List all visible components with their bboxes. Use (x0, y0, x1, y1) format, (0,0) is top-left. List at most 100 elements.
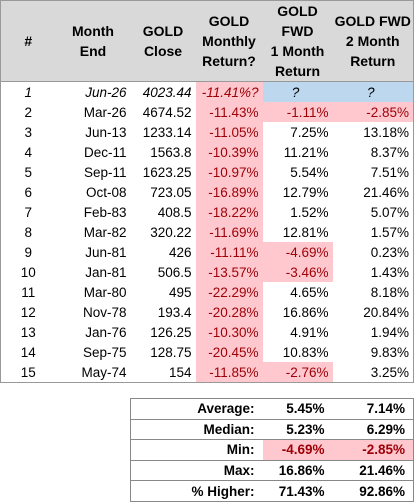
table-cell: -13.57% (195, 262, 263, 282)
table-cell: Dec-11 (83, 144, 127, 160)
table-cell: 4023.44 (142, 84, 192, 100)
table-cell: 8 (24, 224, 32, 240)
column-header: Month End (55, 0, 131, 82)
table-cell: 8.37% (370, 144, 409, 160)
summary-value: 5.45% (262, 398, 333, 420)
table-cell: 5.54% (290, 164, 329, 180)
table-cell: 6 (24, 184, 32, 200)
table-cell: 3 (24, 124, 32, 140)
table-row: 1 Jun-26 4023.44 -11.41%??? (1, 81, 414, 102)
table-cell: 4 (24, 144, 32, 160)
table-cell: Mar-82 (83, 224, 127, 240)
table-row: 10 Jan-81 506.5 -13.57% -3.46% 1.43% (1, 262, 414, 282)
table-cell: -1.11% (262, 102, 333, 122)
table-cell: 0.23% (370, 244, 409, 260)
table-cell: 16.86% (282, 304, 329, 320)
table-cell: 20.84% (363, 304, 409, 320)
table-row: 3 Jun-13 1233.14 -11.05% 7.25% 13.18% (1, 122, 414, 142)
table-cell: -20.28% (195, 302, 263, 322)
table-cell: -18.22% (195, 202, 263, 222)
table-cell: -11.11% (195, 242, 263, 262)
table-cell: 193.4 (157, 304, 192, 320)
summary-value: 16.86% (262, 459, 333, 481)
summary-value: 21.46% (332, 459, 414, 481)
table-cell: 1.52% (290, 204, 329, 220)
summary-row: Max: 16.86% 21.46% (130, 459, 414, 481)
column-header: # (0, 0, 56, 82)
summary-row: Median: 5.23% 6.29% (130, 418, 414, 440)
summary-value: 92.86% (332, 480, 414, 502)
table-cell: 7.25% (290, 124, 329, 140)
table-cell: 21.46% (363, 184, 409, 200)
header-row: # Month End GOLD Close GOLD Monthly Return?… (0, 0, 414, 82)
table-cell: -2.76% (262, 362, 333, 383)
table-cell: 1233.14 (142, 124, 192, 140)
table-row: 15 May-74 154 -11.85% -2.76% 3.25% (1, 362, 414, 383)
table-cell: 723.05 (150, 184, 192, 200)
table-row: 14 Sep-75 128.75 -20.45% 10.83% 9.83% (1, 342, 414, 362)
table-cell: 408.5 (157, 204, 192, 220)
table-cell: 7 (24, 204, 32, 220)
table-cell: 320.22 (150, 224, 192, 240)
table-cell: 12.79% (282, 184, 329, 200)
table-row: 11 Mar-80 495 -22.29% 4.65% 8.18% (1, 282, 414, 302)
table-cell: -10.30% (195, 322, 263, 342)
table-cell: -4.69% (262, 242, 333, 262)
table-cell: -20.45% (195, 342, 263, 362)
summary-row: Average: 5.45% 7.14% (130, 398, 414, 420)
summary-label: Median: (130, 418, 263, 440)
data-table: # Month End GOLD Close GOLD Monthly Return?… (0, 0, 414, 383)
summary-label: Average: (130, 398, 263, 420)
table-cell: 11 (21, 284, 36, 300)
table-cell: 13.18% (363, 124, 409, 140)
summary-value: 5.23% (262, 418, 333, 440)
table-cell: Jan-81 (85, 264, 127, 280)
table-cell: ? (262, 81, 333, 102)
summary-value: -2.85% (332, 439, 414, 461)
table-row: 4 Dec-11 1563.8 -10.39% 11.21% 8.37% (1, 142, 414, 162)
table-cell: 5.07% (370, 204, 409, 220)
summary-label: Max: (130, 459, 263, 481)
summary-value: 71.43% (262, 480, 333, 502)
table-cell: 1563.8 (150, 144, 192, 160)
table-cell: 4.65% (290, 284, 329, 300)
table-row: 13 Jan-76 126.25 -10.30% 4.91% 1.94% (1, 322, 414, 342)
table-cell: -11.69% (195, 222, 263, 242)
table-cell: Sep-11 (83, 164, 127, 180)
summary-table: Average: 5.45% 7.14% Median: 5.23% 6.29% Min: -… (130, 398, 414, 502)
table-cell: Jun-81 (85, 244, 127, 260)
table-cell: 8.18% (370, 284, 409, 300)
table-cell: -11.43% (195, 102, 263, 122)
table-cell: -11.05% (195, 122, 263, 142)
table-cell: 5 (24, 164, 32, 180)
table-cell: 10.83% (282, 344, 329, 360)
table-row: 6 Oct-08 723.05 -16.89% 12.79% 21.46% (1, 182, 414, 202)
table-cell: Jan-76 (85, 324, 127, 340)
table-cell: -11.41%? (195, 81, 263, 102)
table-cell: 14 (20, 344, 36, 360)
summary-row: Min: -4.69% -2.85% (130, 439, 414, 461)
table-row: 7 Feb-83 408.5 -18.22% 1.52% 5.07% (1, 202, 414, 222)
table-cell: 11.21% (283, 144, 329, 160)
table-cell: Mar-26 (83, 104, 127, 120)
summary-value: -4.69% (262, 439, 333, 461)
table-cell: 2 (24, 104, 32, 120)
table-cell: -16.89% (195, 182, 263, 202)
table-cell: 126.25 (150, 324, 192, 340)
table-cell: 3.25% (370, 364, 409, 380)
summary-row: % Higher: 71.43% 92.86% (130, 480, 414, 502)
table-cell: 1.43% (370, 264, 409, 280)
table-cell: 128.75 (150, 344, 192, 360)
table-cell: 7.51% (370, 164, 409, 180)
table-cell: Oct-08 (85, 184, 127, 200)
table-cell: 10 (20, 264, 36, 280)
table-cell: 1623.25 (142, 164, 192, 180)
column-header: GOLD Close (130, 0, 196, 82)
table-cell: -2.85% (332, 102, 414, 122)
table-cell: 13 (20, 324, 36, 340)
table-cell: 426 (168, 244, 192, 260)
table-row: 5 Sep-11 1623.25 -10.97% 5.54% 7.51% (1, 162, 414, 182)
table-cell: Sep-75 (82, 344, 127, 360)
table-cell: 1.94% (370, 324, 409, 340)
table-cell: 4674.52 (142, 104, 192, 120)
